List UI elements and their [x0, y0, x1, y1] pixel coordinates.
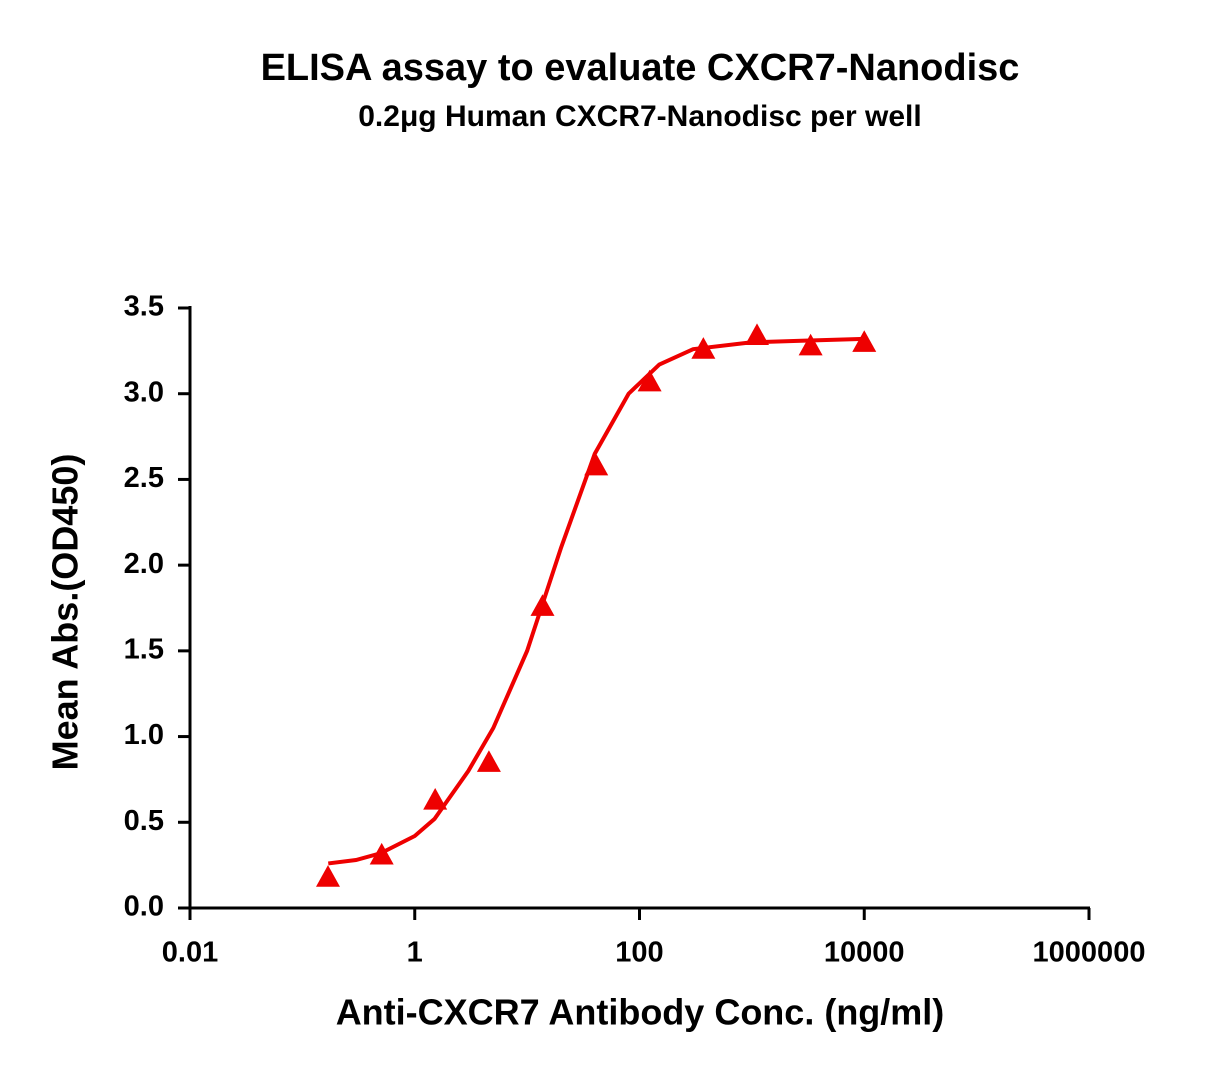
data-point: [691, 337, 716, 359]
data-point: [637, 369, 662, 392]
y-tick-label: 2.5: [124, 462, 164, 494]
x-tick-label: 10000: [824, 937, 905, 969]
fit-curve: [328, 336, 865, 866]
y-tick-label: 3.0: [124, 376, 164, 408]
y-tick-label: 1.5: [124, 634, 164, 666]
y-tick-label: 1.0: [124, 719, 164, 751]
data-point: [315, 865, 340, 887]
x-tick-label: 1: [407, 937, 423, 969]
y-tick-label: 3.5: [124, 291, 164, 323]
x-tick-label: 0.01: [162, 937, 218, 969]
data-point: [423, 788, 448, 810]
data-point: [798, 333, 823, 356]
chart-subtitle: 0.2μg Human CXCR7-Nanodisc per well: [358, 100, 921, 133]
data-point: [745, 323, 770, 346]
data-point: [530, 594, 555, 616]
y-axis-label: Mean Abs.(OD450): [45, 454, 86, 771]
data-point: [584, 453, 609, 476]
x-tick-label: 100: [615, 937, 663, 969]
data-point: [369, 842, 394, 865]
y-tick-label: 0.5: [124, 805, 164, 837]
x-axis-label: Anti-CXCR7 Antibody Conc. (ng/ml): [336, 992, 945, 1033]
x-tick-label: 1000000: [1033, 937, 1146, 969]
data-point: [852, 330, 877, 352]
y-tick-label: 0.0: [124, 891, 164, 923]
data-point: [476, 750, 501, 772]
y-tick-label: 2.0: [124, 548, 164, 580]
chart-title: ELISA assay to evaluate CXCR7-Nanodisc: [261, 47, 1020, 89]
